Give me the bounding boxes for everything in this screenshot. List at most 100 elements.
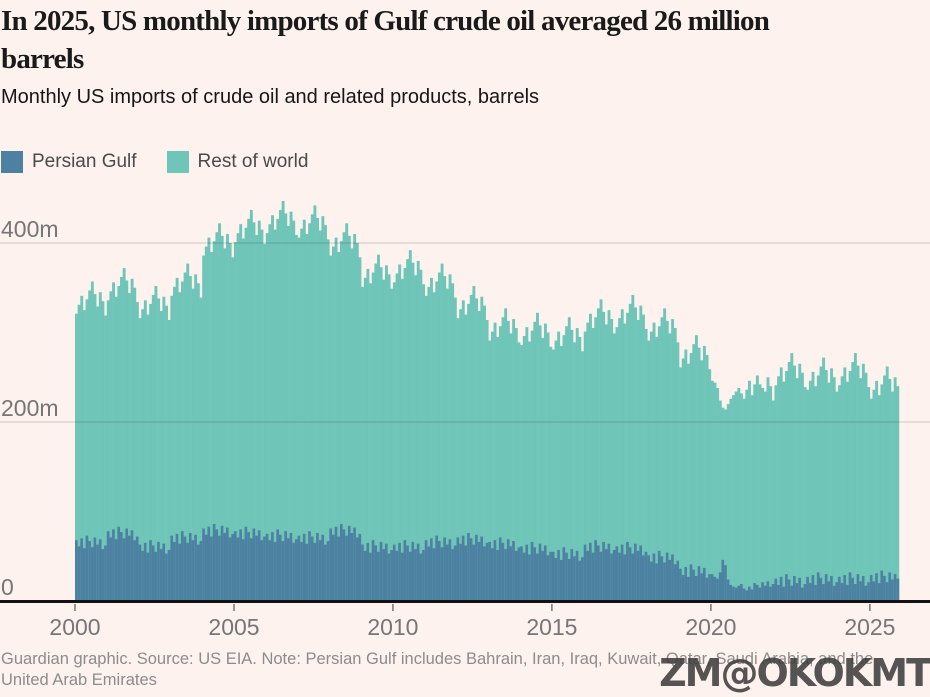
bar-rest-of-world [522, 336, 526, 601]
bar-persian-gulf [350, 532, 354, 601]
bar-persian-gulf [604, 549, 608, 601]
bar-persian-gulf [475, 534, 478, 601]
source-note-line1: Guardian graphic. Source: US EIA. Note: … [1, 650, 846, 668]
bar-persian-gulf [795, 583, 799, 601]
bar-rest-of-world [358, 257, 362, 601]
bar-persian-gulf [586, 550, 590, 601]
bar-persian-gulf [302, 533, 306, 602]
bar-rest-of-world [827, 382, 831, 601]
bar-rest-of-world [210, 251, 214, 601]
bar-persian-gulf [877, 583, 881, 601]
bar-persian-gulf [263, 536, 267, 601]
bar-persian-gulf [777, 584, 781, 601]
bar-persian-gulf [607, 543, 611, 601]
source-note-line2: the United Arab Emirates [1, 650, 874, 690]
bar-persian-gulf [406, 545, 410, 601]
bar-rest-of-world [302, 219, 306, 602]
bar-rest-of-world [808, 380, 812, 601]
bar-rest-of-world [718, 400, 722, 601]
bar-rest-of-world [390, 288, 394, 601]
bar-persian-gulf [289, 532, 293, 601]
bar-rest-of-world [612, 333, 616, 601]
bar-persian-gulf [660, 556, 664, 601]
bar-rest-of-world [159, 311, 163, 601]
bar-rest-of-world [692, 344, 696, 601]
bar-rest-of-world [673, 328, 677, 601]
bar-persian-gulf [753, 583, 757, 601]
bar-rest-of-world [157, 298, 161, 601]
bar-persian-gulf [257, 530, 261, 601]
bar-rest-of-world [403, 268, 407, 601]
bar-rest-of-world [459, 309, 463, 601]
bar-rest-of-world [326, 239, 330, 602]
bar-persian-gulf [112, 529, 115, 601]
bar-rest-of-world [453, 297, 457, 601]
bar-rest-of-world [885, 366, 889, 601]
bar-persian-gulf [369, 552, 372, 601]
bar-persian-gulf [856, 574, 860, 601]
bar-persian-gulf [755, 584, 759, 601]
bar-rest-of-world [263, 243, 267, 601]
bar-persian-gulf [859, 581, 863, 601]
bar-persian-gulf [506, 539, 510, 602]
bar-persian-gulf [673, 564, 677, 602]
bar-rest-of-world [652, 322, 656, 601]
bar-persian-gulf [838, 576, 841, 601]
bar-persian-gulf [395, 550, 399, 601]
bar-rest-of-world [779, 367, 783, 601]
bar-persian-gulf [75, 540, 78, 601]
bar-rest-of-world [114, 296, 118, 601]
bar-persian-gulf [708, 574, 712, 601]
bar-rest-of-world [416, 260, 420, 601]
bar-persian-gulf [729, 584, 733, 601]
bar-rest-of-world [82, 310, 86, 602]
bar-rest-of-world [329, 255, 333, 601]
bar-rest-of-world [846, 381, 849, 601]
bar-persian-gulf [477, 541, 481, 601]
bar-persian-gulf [853, 584, 857, 601]
bar-rest-of-world [483, 305, 486, 601]
bar-rest-of-world [374, 263, 378, 601]
bar-rest-of-world [782, 381, 786, 601]
bar-rest-of-world [848, 370, 852, 601]
bar-persian-gulf [517, 547, 521, 601]
bar-persian-gulf [536, 553, 539, 601]
bar-rest-of-world [663, 308, 667, 601]
legend-item-persian-gulf: Persian Gulf [1, 151, 137, 173]
x-axis-line [0, 600, 930, 603]
bar-rest-of-world [671, 319, 675, 601]
bar-rest-of-world [252, 222, 256, 602]
bar-rest-of-world [475, 298, 478, 601]
bar-rest-of-world [180, 281, 184, 601]
bar-persian-gulf [750, 589, 754, 601]
bar-persian-gulf [591, 552, 595, 601]
bar-persian-gulf [652, 553, 656, 601]
bar-persian-gulf [93, 537, 97, 601]
bar-rest-of-world [199, 297, 203, 601]
bar-rest-of-world [867, 387, 871, 601]
bar-persian-gulf [565, 552, 569, 601]
bar-persian-gulf [355, 537, 359, 601]
bar-persian-gulf [125, 528, 129, 601]
bar-persian-gulf [530, 541, 534, 601]
bar-rest-of-world [440, 263, 444, 601]
bar-persian-gulf [628, 547, 632, 601]
bar-rest-of-world [546, 332, 550, 601]
bar-persian-gulf [207, 526, 211, 601]
bar-rest-of-world [694, 335, 698, 601]
bar-rest-of-world [565, 326, 569, 601]
bar-rest-of-world [392, 282, 396, 601]
bar-rest-of-world [85, 299, 89, 601]
bar-rest-of-world [806, 389, 810, 601]
bar-persian-gulf [816, 572, 820, 601]
bar-persian-gulf [490, 548, 494, 601]
bar-rest-of-world [615, 327, 619, 601]
bar-rest-of-world [223, 248, 227, 601]
bar-rest-of-world [106, 300, 110, 601]
bar-persian-gulf [443, 537, 447, 601]
bar-rest-of-world [599, 299, 603, 601]
bar-rest-of-world [104, 315, 108, 601]
bar-rest-of-world [133, 287, 137, 601]
bar-rest-of-world [541, 337, 545, 601]
bar-rest-of-world [117, 285, 121, 601]
